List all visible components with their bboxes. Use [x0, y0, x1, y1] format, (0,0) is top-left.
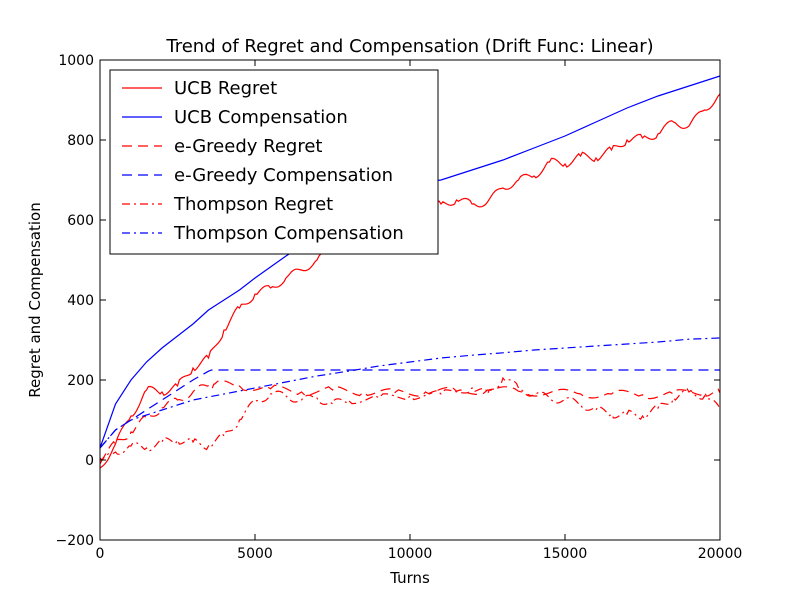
series-line-e-greedy-regret: [99, 379, 721, 461]
y-axis-label: Regret and Compensation: [26, 202, 44, 397]
y-tick-label: 600: [67, 213, 94, 229]
y-tick-label: 1000: [58, 53, 94, 69]
legend-label: UCB Compensation: [174, 107, 348, 128]
x-axis-label: Turns: [389, 569, 430, 587]
y-tick-label: 200: [67, 373, 94, 389]
legend-box: [109, 69, 439, 255]
legend-label: e-Greedy Compensation: [174, 165, 393, 186]
chart-title: Trend of Regret and Compensation (Drift …: [165, 36, 653, 57]
series-line-e-greedy-compensation: [99, 369, 720, 449]
legend-label: e-Greedy Regret: [174, 136, 322, 157]
y-tick-label: −200: [56, 533, 94, 549]
x-tick-label: 15000: [543, 546, 588, 562]
series-line-thompson-compensation: [99, 337, 721, 449]
x-tick-label: 10000: [388, 546, 433, 562]
y-tick-label: 800: [67, 133, 94, 149]
legend-label: Thompson Regret: [173, 194, 333, 215]
y-tick-label: 0: [85, 453, 94, 469]
legend-label: UCB Regret: [174, 78, 277, 99]
x-tick-label: 20000: [698, 546, 743, 562]
axis-ticks: 0 5000 10000 15000 20000−2000200400600800100…: [56, 53, 743, 562]
series-line-thompson-regret: [99, 376, 721, 465]
y-tick-label: 400: [67, 293, 94, 309]
x-tick-label: 5000: [237, 546, 273, 562]
x-tick-label: 0: [96, 546, 105, 562]
legend-label: Thompson Compensation: [173, 223, 404, 244]
legend: UCB Regret UCB Compensation e-Greedy Regre…: [109, 69, 439, 255]
